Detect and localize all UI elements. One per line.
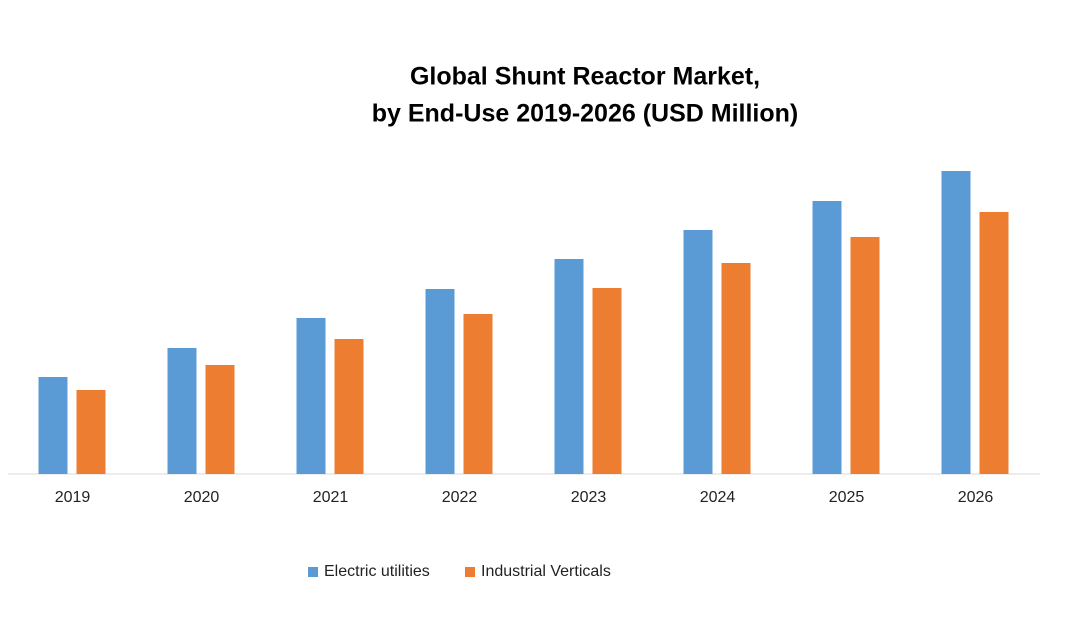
bar bbox=[812, 201, 842, 474]
bar bbox=[296, 318, 326, 474]
bar bbox=[205, 365, 235, 474]
x-tick-label: 2026 bbox=[958, 489, 994, 506]
x-tick-label: 2023 bbox=[571, 489, 607, 506]
bar bbox=[941, 171, 971, 474]
x-tick-label: 2025 bbox=[829, 489, 865, 506]
legend-label: Electric utilities bbox=[324, 563, 430, 580]
x-tick-label: 2021 bbox=[313, 489, 349, 506]
bar bbox=[850, 237, 880, 474]
bar bbox=[334, 339, 364, 474]
x-tick-label: 2024 bbox=[700, 489, 736, 506]
legend-label: Industrial Verticals bbox=[481, 563, 611, 580]
chart-title: Global Shunt Reactor Market, bbox=[410, 63, 760, 91]
x-tick-label: 2022 bbox=[442, 489, 478, 506]
chart-title: by End-Use 2019-2026 (USD Million) bbox=[372, 100, 799, 128]
bar bbox=[979, 212, 1009, 474]
x-tick-label: 2019 bbox=[55, 489, 91, 506]
bar bbox=[683, 230, 713, 474]
bar bbox=[592, 288, 622, 474]
bar bbox=[463, 314, 493, 474]
legend-swatch bbox=[465, 567, 475, 577]
legend-swatch bbox=[308, 567, 318, 577]
bar bbox=[38, 377, 68, 474]
x-tick-label: 2020 bbox=[184, 489, 220, 506]
bar bbox=[425, 289, 455, 474]
bar bbox=[554, 259, 584, 474]
bar bbox=[721, 263, 751, 474]
bar bbox=[167, 348, 197, 474]
bar bbox=[76, 390, 106, 474]
